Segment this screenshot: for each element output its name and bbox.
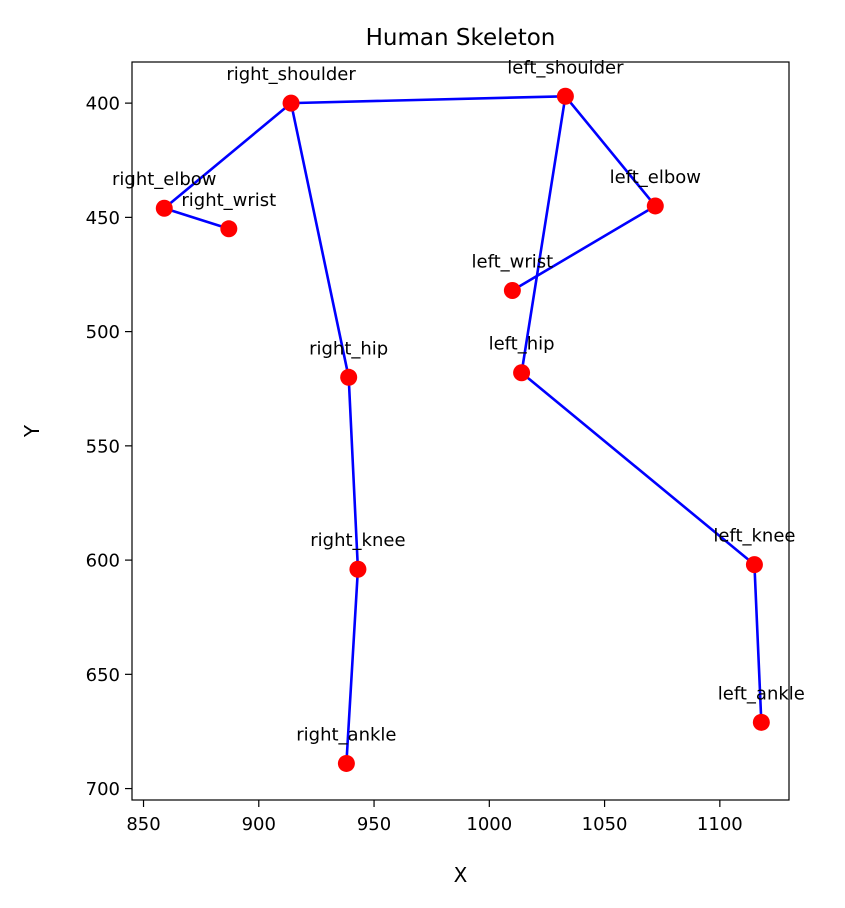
y-tick-label: 400 [86, 94, 120, 115]
joint-right_elbow [155, 199, 173, 217]
joint-label: right_shoulder [226, 64, 356, 85]
joint-label: left_knee [713, 526, 795, 547]
y-axis-ticks: 400 450 500 550 600 650 700 [86, 94, 132, 800]
joint-label: right_ankle [296, 724, 396, 745]
y-tick-label: 700 [86, 779, 120, 800]
joint-right_ankle [337, 754, 355, 772]
x-tick-label: 1050 [582, 814, 628, 835]
x-tick-label: 850 [126, 814, 160, 835]
x-tick-label: 950 [357, 814, 391, 835]
joint-label: right_hip [309, 338, 388, 359]
x-tick-label: 1000 [466, 814, 512, 835]
joint-label: left_ankle [718, 683, 805, 704]
joint-label: left_elbow [610, 167, 701, 188]
joint-left_knee [745, 556, 763, 574]
joint-label: left_hip [489, 334, 555, 355]
joint-label: right_wrist [181, 190, 276, 211]
joint-right_hip [340, 368, 358, 386]
y-axis-label: Y [20, 424, 44, 438]
x-axis-ticks: 850 900 950 1000 1050 1100 [126, 800, 743, 835]
x-axis-label: X [454, 863, 468, 887]
bone-right_elbow-right_wrist [162, 206, 231, 231]
plot-frame [131, 61, 790, 801]
y-tick-label: 650 [86, 665, 120, 686]
bone-right_shoulder-right_elbow [162, 101, 293, 210]
joint-label: right_elbow [112, 169, 217, 190]
joint-label: right_knee [310, 530, 405, 551]
bone-right_shoulder-left_shoulder [289, 94, 567, 105]
joint-right_shoulder [282, 94, 300, 112]
y-tick-label: 500 [86, 322, 120, 343]
x-tick-label: 1100 [697, 814, 743, 835]
x-tick-label: 900 [242, 814, 276, 835]
y-tick-label: 550 [86, 436, 120, 457]
bone-right_hip-right_knee [347, 376, 360, 571]
bone-left_shoulder-left_hip [520, 94, 567, 375]
joint-right_wrist [220, 220, 238, 238]
y-tick-label: 600 [86, 551, 120, 572]
joint-left_ankle [752, 713, 770, 731]
bone-right_shoulder-right_hip [289, 101, 350, 379]
skeleton-connections [162, 94, 763, 765]
bone-left_elbow-left_wrist [511, 204, 657, 292]
bone-left_hip-left_knee [520, 371, 756, 566]
joint-right_knee [349, 560, 367, 578]
joint-label: left_shoulder [507, 57, 624, 78]
joint-left_shoulder [556, 87, 574, 105]
y-tick-label: 450 [86, 208, 120, 229]
joint-labels: right_shoulder left_shoulderright_elbowri… [112, 57, 805, 745]
bone-right_knee-right_ankle [345, 567, 360, 765]
chart-title: Human Skeleton [366, 25, 556, 51]
joint-left_wrist [503, 281, 521, 299]
joint-label: left_wrist [472, 251, 554, 272]
joint-left_hip [513, 364, 531, 382]
skeleton-joints [155, 87, 770, 772]
bone-left_shoulder-left_elbow [564, 94, 657, 208]
bone-left_knee-left_ankle [753, 563, 763, 724]
joint-left_elbow [646, 197, 664, 215]
